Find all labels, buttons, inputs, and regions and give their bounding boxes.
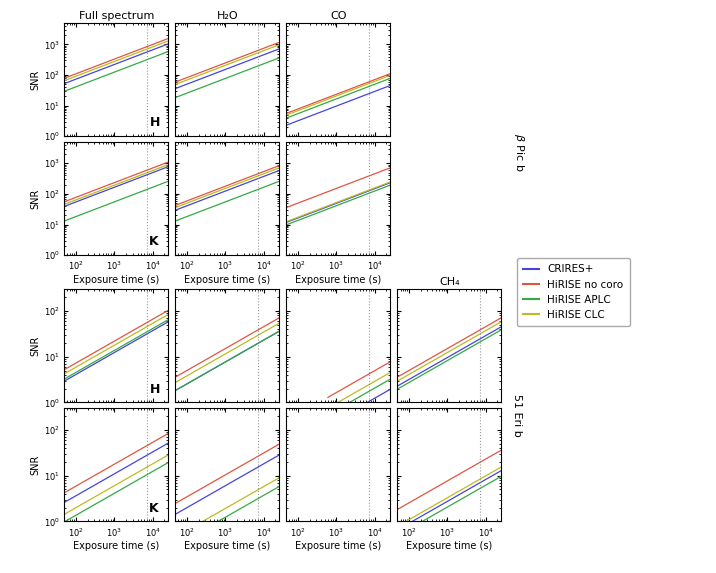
X-axis label: Exposure time (s): Exposure time (s) (73, 541, 160, 551)
X-axis label: Exposure time (s): Exposure time (s) (73, 275, 160, 285)
Title: H₂O: H₂O (216, 11, 238, 21)
Title: CO: CO (330, 11, 347, 21)
X-axis label: Exposure time (s): Exposure time (s) (184, 275, 271, 285)
Text: $\it{\mathbf{H}}$: $\it{\mathbf{H}}$ (149, 116, 160, 129)
Y-axis label: SNR: SNR (31, 454, 41, 475)
Text: 51 Eri b: 51 Eri b (512, 394, 522, 437)
Text: $\it{\mathbf{K}}$: $\it{\mathbf{K}}$ (148, 236, 160, 248)
X-axis label: Exposure time (s): Exposure time (s) (406, 541, 493, 551)
X-axis label: Exposure time (s): Exposure time (s) (184, 541, 271, 551)
Y-axis label: SNR: SNR (31, 336, 41, 356)
Y-axis label: SNR: SNR (31, 69, 41, 90)
Legend: CRIRES+, HiRISE no coro, HiRISE APLC, HiRISE CLC: CRIRES+, HiRISE no coro, HiRISE APLC, Hi… (517, 258, 630, 326)
Text: $\it{\mathbf{H}}$: $\it{\mathbf{H}}$ (149, 383, 160, 396)
X-axis label: Exposure time (s): Exposure time (s) (295, 275, 382, 285)
Text: $\it{\mathbf{K}}$: $\it{\mathbf{K}}$ (148, 501, 160, 515)
Y-axis label: SNR: SNR (31, 189, 41, 209)
Text: $\beta$ Pic b: $\beta$ Pic b (512, 132, 526, 171)
X-axis label: Exposure time (s): Exposure time (s) (295, 541, 382, 551)
Title: CH₄: CH₄ (439, 277, 460, 287)
Title: Full spectrum: Full spectrum (79, 11, 154, 21)
